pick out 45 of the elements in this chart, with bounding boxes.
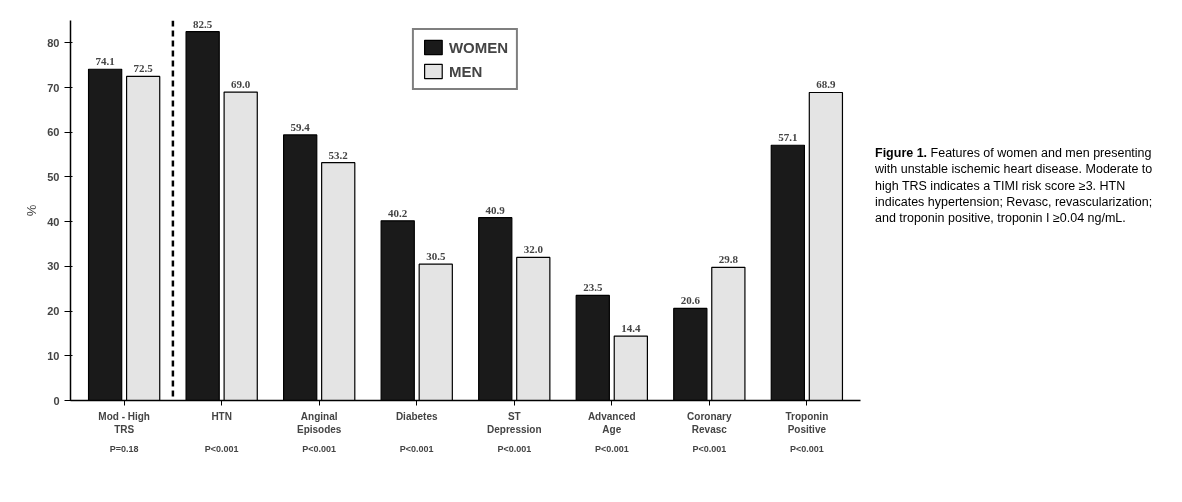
data-label: 74.1 [95,55,115,68]
data-label: 57.1 [778,131,798,144]
caption: Figure 1. Features of women and men presenting with unstable ischemic heart disease. Moderate to high TRS indicates a TIMI risk score ≥3. HTN indicates hypertension; Revasc, revascularization; and troponin positive, troponin I ≥0.04 ng/mL. [875,145,1154,227]
y-axis-title: % [24,204,40,217]
y-tick-label: 60 [47,126,60,139]
text: P<0.001 [204,443,239,454]
y-tick-label: 80 [47,36,60,49]
x-tick-label: ST Depression [487,410,542,435]
text: P<0.001 [789,443,824,454]
data-label: 82.5 [193,17,213,30]
data-label: 20.6 [680,294,701,307]
text: P<0.001 [497,443,532,454]
text: P=0.18 [109,443,139,454]
x-tick-label: Mod - High TRS [98,410,150,435]
legend-label: WOMEN [448,38,509,56]
data-label: 72.5 [133,62,154,75]
data-label: 29.8 [718,253,739,266]
y-tick-label: 40 [47,215,60,228]
y-tick-label: 70 [47,81,60,94]
x-tick-label: HTN [211,410,232,422]
y-tick-label: 30 [47,260,60,273]
x-tick-label: Diabetes [395,410,439,422]
data-label: 53.2 [328,148,349,161]
data-label: 59.4 [290,120,311,133]
text: P<0.001 [302,443,337,454]
data-label: 30.5 [426,250,446,263]
y-tick-label: 0 [53,394,60,407]
data-label: 69.0 [231,78,251,91]
data-label: 23.5 [583,281,603,294]
x-tick-label: Coronary Revasc [687,410,732,435]
data-label: 68.9 [816,78,836,91]
y-tick-label: 20 [47,305,60,318]
text: P<0.001 [594,443,629,454]
y-tick-label: 50 [47,170,60,183]
data-label: 14.4 [621,322,641,335]
x-tick-label: Troponin Positive [785,410,829,435]
x-tick-label: Anginal Episodes [296,410,342,435]
text: P<0.001 [692,443,727,454]
data-label: 32.0 [523,243,544,256]
y-tick-label: 10 [47,349,60,362]
text: P<0.001 [399,443,434,454]
data-label: 40.2 [388,206,408,219]
x-tick-label: Advanced Age [587,410,636,435]
legend-label: MEN [448,62,483,80]
data-label: 40.9 [485,203,506,216]
